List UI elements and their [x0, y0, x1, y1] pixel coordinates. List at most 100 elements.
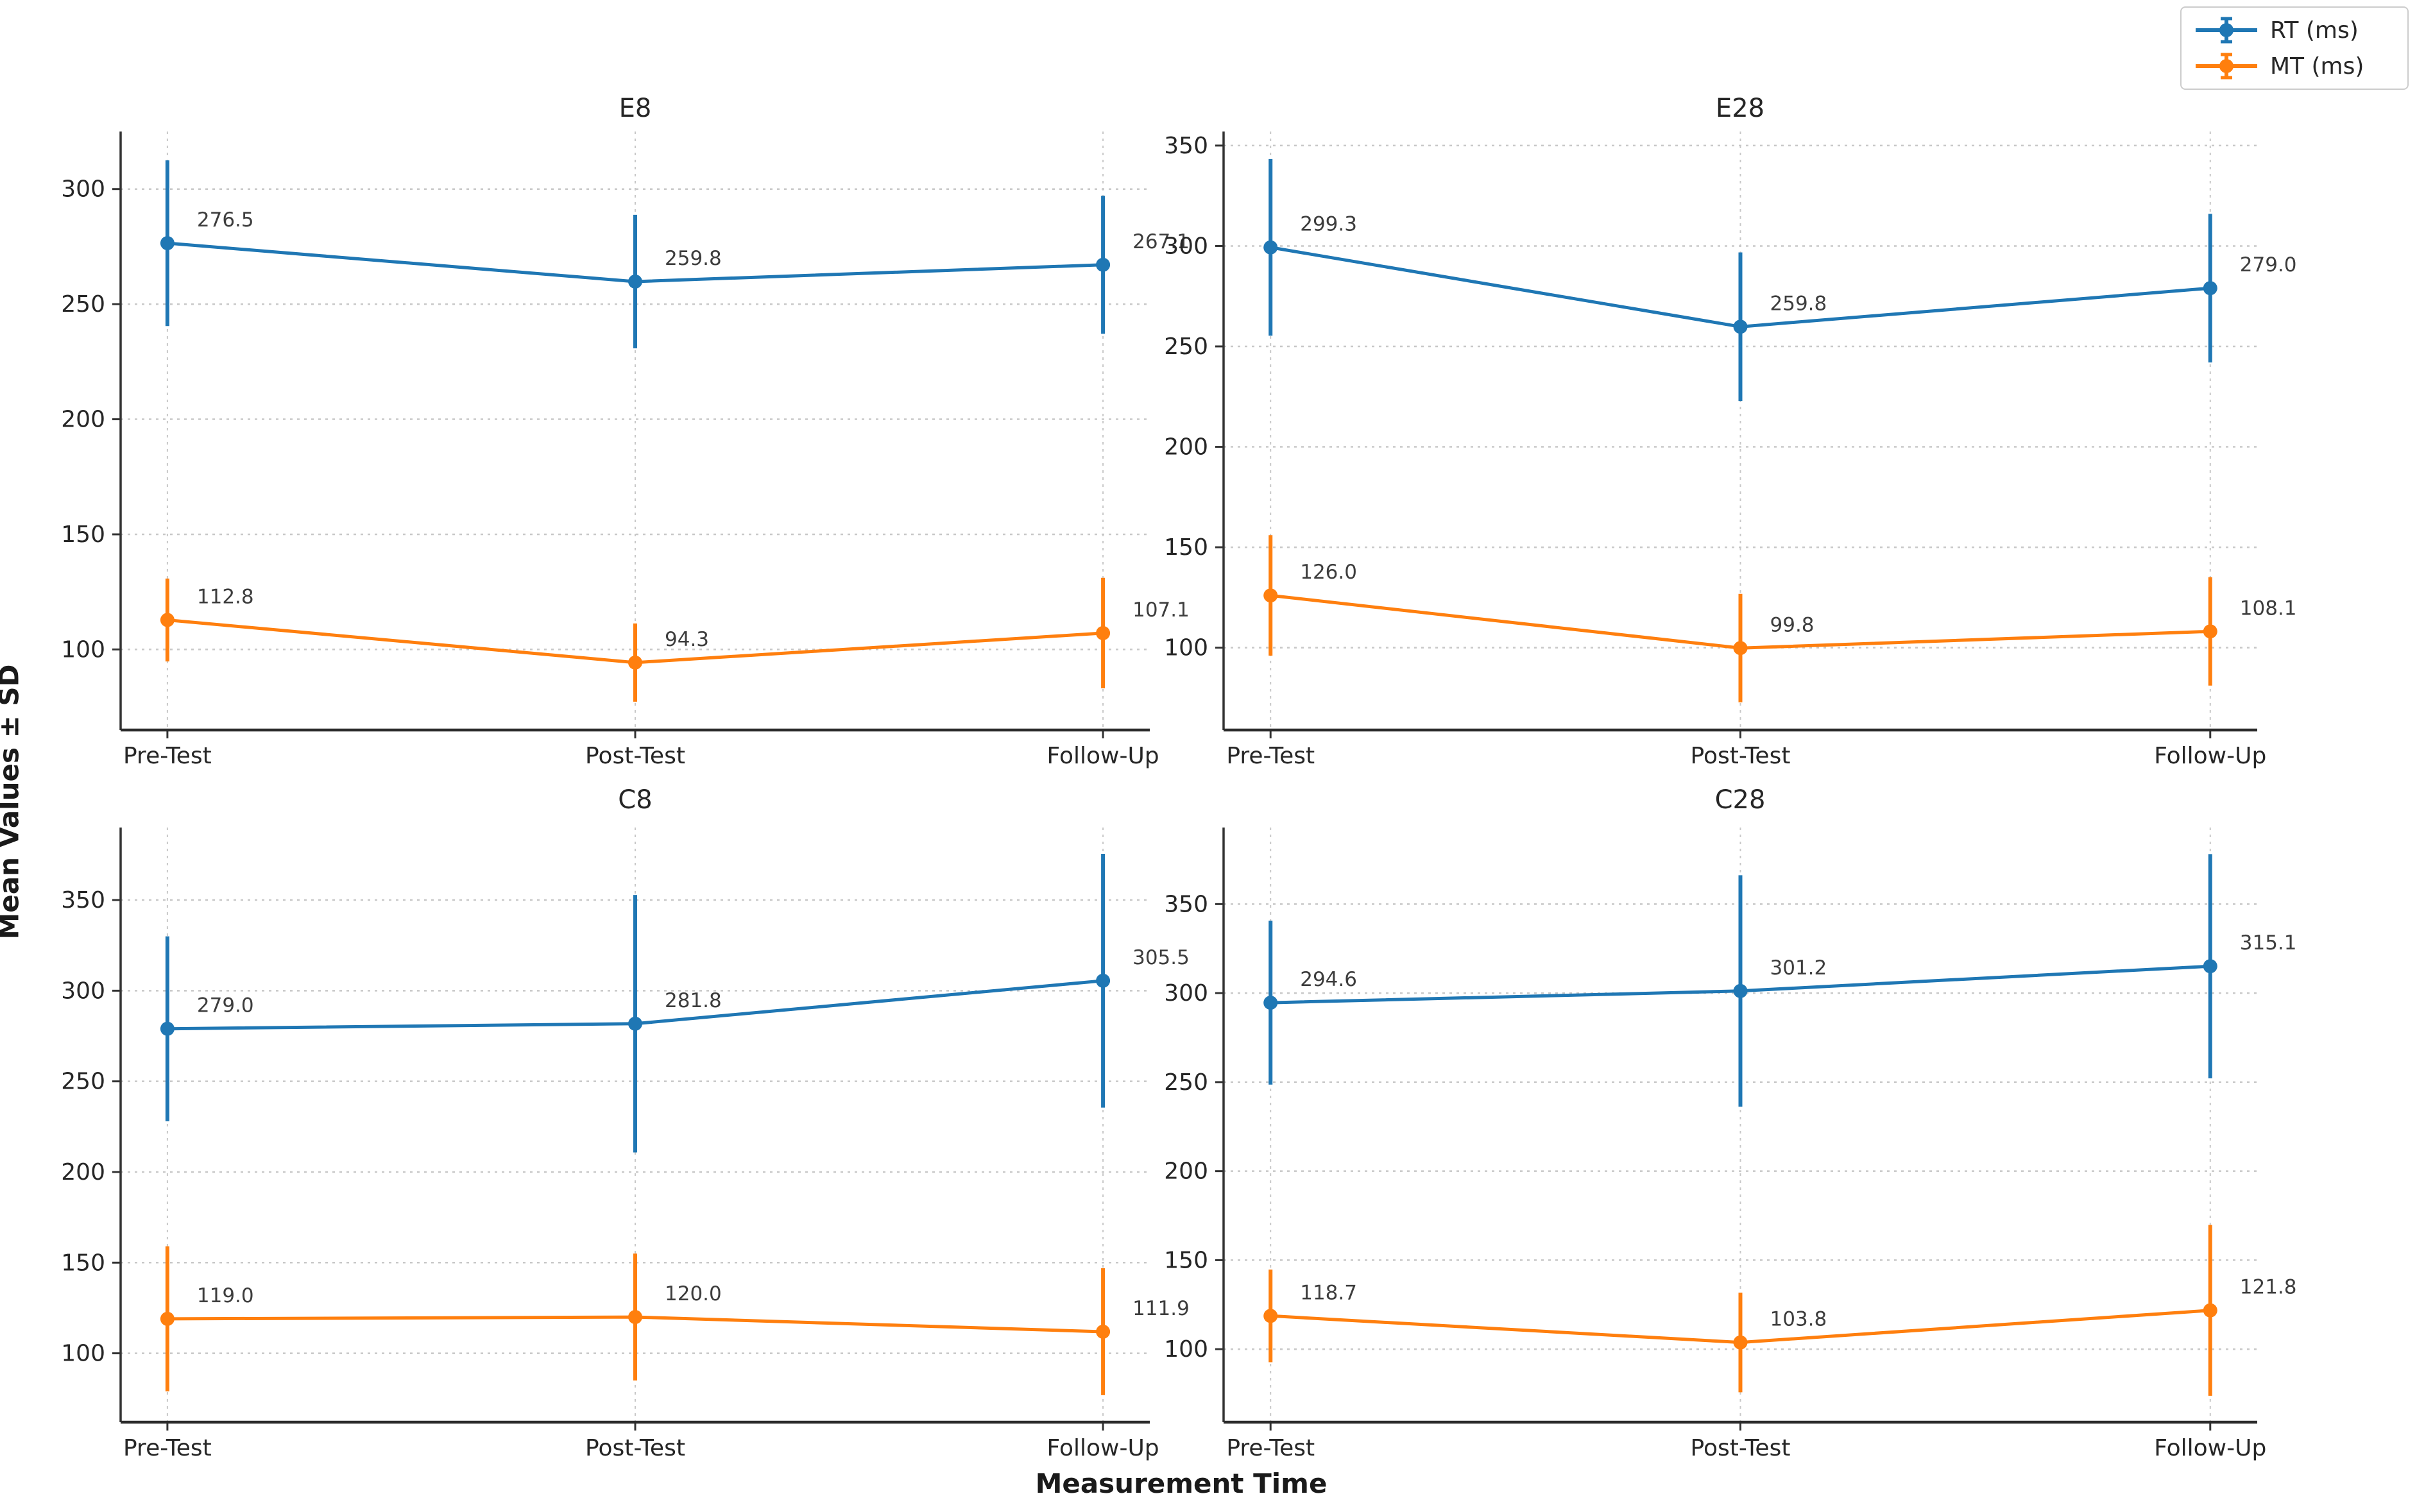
mt-value-label: 126.0: [1300, 561, 1357, 584]
rt-data-point-marker: [1263, 240, 1278, 255]
x-tick-label: Pre-Test: [1226, 743, 1315, 769]
mt-data-point-marker: [1263, 1309, 1278, 1323]
mt-data-point-marker: [1263, 588, 1278, 603]
x-tick-label: Pre-Test: [1226, 1435, 1315, 1461]
y-tick-label: 150: [61, 522, 105, 548]
mt-data-point-marker: [628, 1310, 642, 1325]
rt-errorbar-icon: [2196, 17, 2257, 44]
panel-c8-chart: 100 150 200 250 300 350 Pre-Test Post-Test Follo…: [61, 828, 1190, 1461]
y-tick-label: 100: [1164, 1336, 1208, 1363]
mt-value-label: 103.8: [1770, 1308, 1827, 1331]
legend-label-rt: RT (ms): [2270, 17, 2359, 44]
y-tick-label: 350: [61, 887, 105, 913]
mt-value-label: 99.8: [1770, 613, 1815, 636]
rt-data-point-marker: [628, 274, 642, 289]
legend-item-mt: MT (ms): [2193, 51, 2396, 81]
rt-data-point-marker: [628, 1016, 642, 1031]
x-tick-label: Follow-Up: [2154, 743, 2266, 769]
panel-title-e8: E8: [619, 94, 652, 123]
mt-value-label: 112.8: [197, 585, 254, 608]
panel-title-e28: E28: [1715, 94, 1765, 123]
y-tick-label: 150: [61, 1250, 105, 1276]
mt-errorbar-icon: [2196, 53, 2257, 80]
rt-value-label: 259.8: [665, 247, 722, 270]
mt-data-point-marker: [160, 613, 175, 627]
y-tick-label: 150: [1164, 534, 1208, 561]
mt-value-label: 108.1: [2240, 597, 2297, 620]
rt-value-label: 315.1: [2240, 931, 2297, 955]
y-tick-label: 200: [1164, 434, 1208, 461]
y-tick-label: 100: [1164, 635, 1208, 661]
y-tick-label: 200: [1164, 1159, 1208, 1185]
mt-data-point-marker: [1096, 625, 1111, 640]
x-tick-label: Pre-Test: [123, 743, 212, 769]
rt-data-point-marker: [1733, 319, 1748, 334]
y-tick-label: 150: [1164, 1247, 1208, 1273]
y-tick-label: 300: [1164, 233, 1208, 259]
mt-value-label: 94.3: [665, 628, 709, 651]
panel-c28-chart: 100 150 200 250 300 350 Pre-Test Post-Test Follo…: [1164, 828, 2297, 1461]
rt-data-point-marker: [1263, 996, 1278, 1010]
y-tick-label: 350: [1164, 891, 1208, 917]
y-tick-label: 100: [61, 636, 105, 663]
rt-data-point-marker: [160, 1021, 175, 1036]
y-tick-label: 250: [1164, 1069, 1208, 1096]
rt-data-point-marker: [160, 236, 175, 251]
y-tick-label: 300: [1164, 980, 1208, 1007]
panel-e8-chart: 100 150 200 250 300 Pre-Test Post-Test Follow-U…: [61, 132, 1190, 769]
rt-value-label: 279.0: [2240, 253, 2297, 276]
mt-data-point-marker: [1733, 1335, 1748, 1350]
panel-title-c8: C8: [618, 785, 653, 815]
mt-data-point-marker: [2203, 624, 2217, 639]
y-tick-label: 250: [61, 1069, 105, 1095]
mt-value-label: 107.1: [1132, 599, 1190, 622]
rt-value-label: 267.1: [1132, 230, 1190, 253]
rt-data-point-marker: [2203, 959, 2217, 974]
rt-value-label: 279.0: [197, 994, 254, 1017]
panel-e28-chart: 100 150 200 250 300 350 Pre-Test Post-Test Follo…: [1164, 132, 2297, 769]
y-tick-label: 200: [61, 407, 105, 433]
x-tick-label: Post-Test: [1691, 743, 1791, 769]
legend-item-rt: RT (ms): [2193, 15, 2396, 45]
rt-data-point-marker: [2203, 281, 2217, 296]
mt-data-point-marker: [628, 655, 642, 670]
y-tick-label: 350: [1164, 133, 1208, 159]
x-tick-label: Follow-Up: [1047, 1435, 1159, 1461]
y-tick-label: 200: [61, 1159, 105, 1185]
rt-value-label: 299.3: [1300, 213, 1357, 236]
panel-title-c28: C28: [1714, 785, 1766, 815]
rt-value-label: 276.5: [197, 208, 254, 232]
y-tick-label: 250: [61, 291, 105, 318]
x-tick-label: Post-Test: [1691, 1435, 1791, 1461]
x-tick-label: Follow-Up: [1047, 743, 1159, 769]
mt-data-point-marker: [2203, 1303, 2217, 1318]
y-tick-label: 300: [61, 176, 105, 203]
rt-value-label: 294.6: [1300, 968, 1357, 991]
y-axis-label: Mean Values ± SD: [0, 664, 25, 940]
rt-data-point-marker: [1733, 983, 1748, 998]
rt-data-point-marker: [1096, 257, 1111, 272]
mt-value-label: 111.9: [1132, 1297, 1190, 1320]
legend-label-mt: MT (ms): [2270, 53, 2364, 80]
rt-data-point-marker: [1096, 973, 1111, 988]
mt-value-label: 118.7: [1300, 1281, 1357, 1304]
x-tick-label: Post-Test: [585, 743, 685, 769]
mt-data-point-marker: [1733, 641, 1748, 656]
rt-value-label: 305.5: [1132, 946, 1190, 969]
mt-data-point-marker: [160, 1311, 175, 1326]
x-tick-label: Follow-Up: [2154, 1435, 2266, 1461]
legend: RT (ms) MT (ms): [2180, 6, 2409, 90]
mt-value-label: 119.0: [197, 1284, 254, 1307]
x-tick-label: Post-Test: [585, 1435, 685, 1461]
x-axis-label: Measurement Time: [1035, 1468, 1328, 1499]
y-tick-label: 250: [1164, 334, 1208, 360]
y-tick-label: 100: [61, 1341, 105, 1367]
mt-value-label: 121.8: [2240, 1276, 2297, 1299]
rt-value-label: 281.8: [665, 989, 722, 1012]
y-tick-label: 300: [61, 978, 105, 1004]
x-tick-label: Pre-Test: [123, 1435, 212, 1461]
mt-value-label: 120.0: [665, 1282, 722, 1305]
rt-value-label: 301.2: [1770, 956, 1827, 980]
mt-data-point-marker: [1096, 1324, 1111, 1339]
